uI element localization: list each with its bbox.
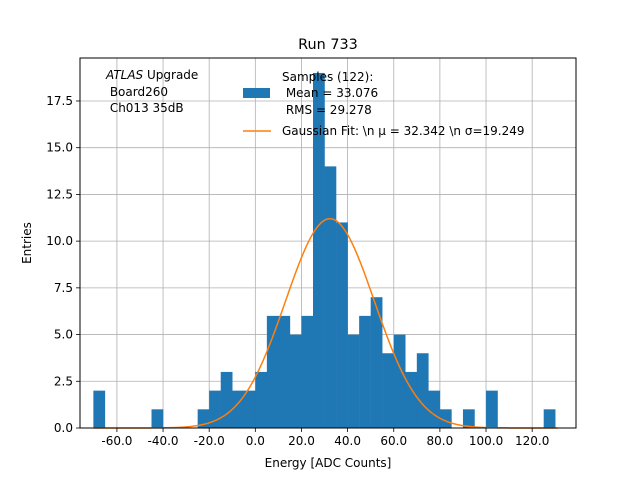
histogram-bar-11 <box>301 315 314 428</box>
x-tick-label-4: 20.0 <box>288 434 315 448</box>
histogram-bar-15 <box>347 334 360 428</box>
y-axis-label: Entries <box>20 222 34 264</box>
plot-frame <box>79 57 577 429</box>
histogram-bar-16 <box>359 315 371 428</box>
x-tick-label-6: 60.0 <box>380 434 407 448</box>
x-axis-label: Energy [ADC Counts] <box>265 456 392 470</box>
histogram-bar-17 <box>370 297 383 428</box>
x-tick-label-0: -60.0 <box>101 434 132 448</box>
x-tick-label-8: 100.0 <box>469 434 503 448</box>
x-axis-ticks: -60.0 -40.0 -20.0 0.0 20.0 40.0 60.0 80.0 100.0 1… <box>101 428 549 448</box>
histogram-bar-0 <box>93 390 106 428</box>
histogram-bar-14 <box>336 222 348 428</box>
histogram-bar-21 <box>416 353 429 428</box>
x-tick-label-2: -20.0 <box>194 434 225 448</box>
legend-samples-line-2: Mean = 33.076 <box>282 86 378 100</box>
y-tick-label-5: 12.5 <box>46 187 73 201</box>
y-tick-label-2: 5.0 <box>54 328 73 342</box>
x-tick-label-7: 80.0 <box>427 434 454 448</box>
histogram-bar-25 <box>486 390 498 428</box>
histogram-bar-5 <box>232 390 245 428</box>
histogram-bar-23 <box>439 409 452 428</box>
annotation-line-3: Ch013 35dB <box>106 101 184 115</box>
histogram-bar-8 <box>266 315 279 428</box>
histogram-bar-3 <box>209 390 221 428</box>
y-tick-label-7: 17.5 <box>46 94 73 108</box>
histogram-bar-7 <box>255 371 268 428</box>
histogram-bar-2 <box>197 409 210 428</box>
histogram-bar-20 <box>405 371 418 428</box>
legend: Samples (122): Mean = 33.076 RMS = 29.27… <box>243 70 525 138</box>
histogram-bar-10 <box>289 334 302 428</box>
x-tick-label-9: 120.0 <box>515 434 549 448</box>
x-tick-label-1: -40.0 <box>148 434 179 448</box>
atlas-annotation: ATLAS Upgrade Board260 Ch013 35dB <box>105 68 198 115</box>
y-tick-label-4: 10.0 <box>46 234 73 248</box>
histogram-bar-1 <box>151 409 164 428</box>
x-tick-label-3: 0.0 <box>246 434 265 448</box>
legend-samples-line-1: Samples (122): <box>282 70 373 84</box>
annotation-line-2: Board260 <box>106 85 168 99</box>
histogram-bar-26 <box>543 409 556 428</box>
histogram-bar-13 <box>324 166 337 428</box>
legend-samples-swatch <box>243 88 270 98</box>
histogram-bar-18 <box>382 353 394 428</box>
x-tick-label-5: 40.0 <box>334 434 361 448</box>
histogram-bars <box>93 72 556 428</box>
legend-fit-label: Gaussian Fit: \n μ = 32.342 \n σ=19.249 <box>282 124 525 138</box>
chart-title: Run 733 <box>298 37 358 53</box>
y-tick-label-1: 2.5 <box>54 374 73 388</box>
histogram-bar-6 <box>243 390 256 428</box>
y-tick-label-0: 0.0 <box>54 421 73 435</box>
histogram-bar-19 <box>393 334 406 428</box>
y-tick-label-3: 7.5 <box>54 281 73 295</box>
y-tick-label-6: 15.0 <box>46 141 73 155</box>
histogram-bar-12 <box>313 72 325 428</box>
histogram-bar-4 <box>220 371 233 428</box>
legend-samples-line-3: RMS = 29.278 <box>282 103 372 117</box>
histogram-bar-24 <box>462 409 475 428</box>
histogram-bar-22 <box>428 390 441 428</box>
histogram-bar-9 <box>278 315 291 428</box>
y-axis-ticks: 0.0 2.5 5.0 7.5 10.0 12.5 15.0 17.5 <box>46 94 80 435</box>
annotation-line-1: ATLAS Upgrade <box>105 68 198 82</box>
